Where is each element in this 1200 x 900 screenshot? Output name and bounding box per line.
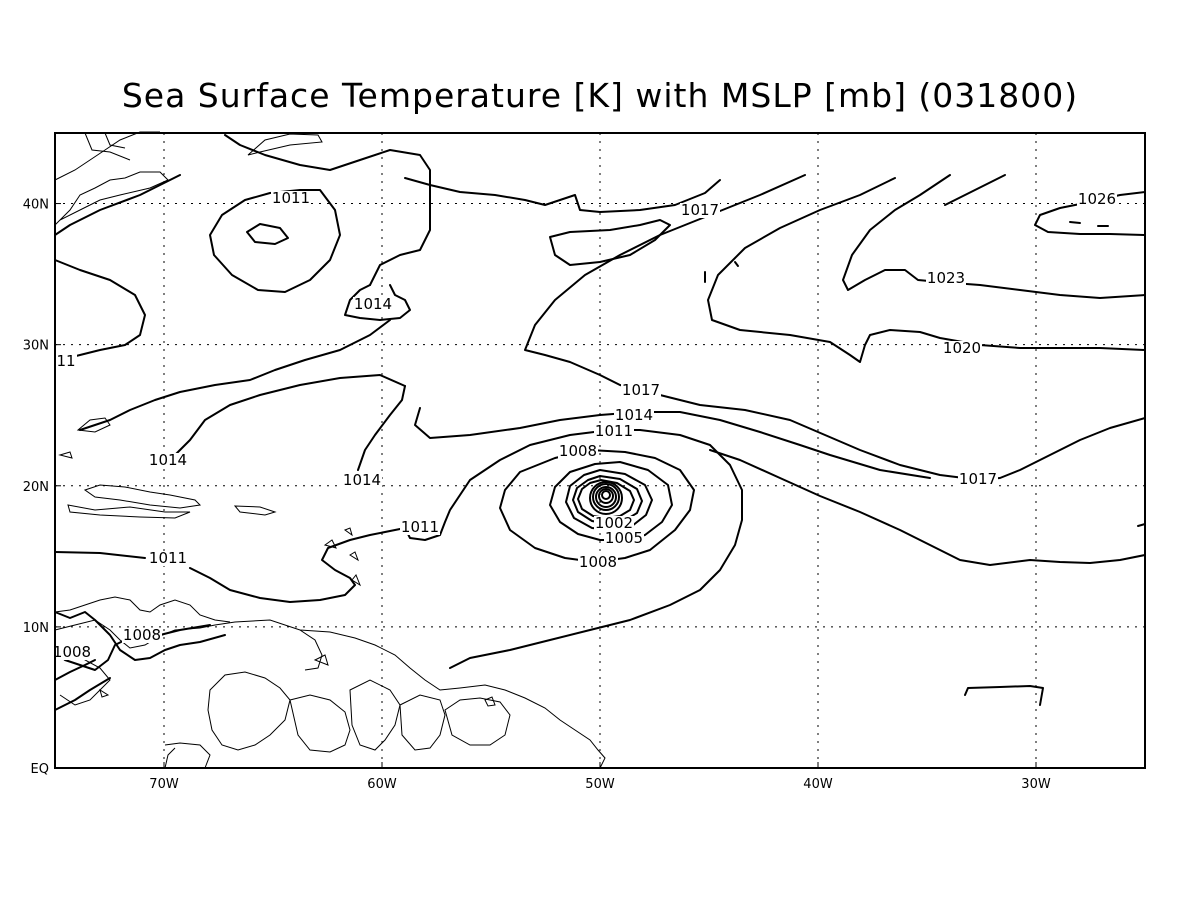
contour-label: 11 xyxy=(56,352,75,370)
mslp-contours xyxy=(54,134,1146,711)
contour-label-bg xyxy=(958,472,998,487)
contour-label-bg xyxy=(594,516,634,531)
contour-label-bg xyxy=(680,203,720,218)
y-tick-label: 40N xyxy=(23,198,49,213)
contour-label-bg xyxy=(148,551,188,566)
x-tick-label: 50W xyxy=(585,777,615,792)
contour-label: 1008 xyxy=(53,643,91,661)
x-tick-label: 60W xyxy=(367,777,397,792)
contour-label: 1023 xyxy=(927,269,965,287)
contour-label-bg xyxy=(926,271,966,286)
contour-label: 1026 xyxy=(1078,190,1116,208)
contour-label-bg xyxy=(400,520,440,535)
coastlines xyxy=(54,131,606,769)
contour-label-bg xyxy=(122,628,162,643)
contour-label: 1011 xyxy=(272,189,310,207)
contour-label-bg xyxy=(594,424,634,439)
x-tick-label: 70W xyxy=(149,777,179,792)
contour-label-bg xyxy=(604,531,644,546)
contour-label-bg xyxy=(55,354,77,369)
contour-label-bg xyxy=(558,444,598,459)
y-tick-label: 20N xyxy=(23,480,49,495)
contour-label: 1011 xyxy=(401,518,439,536)
x-axis: 70W 60W 50W 40W 30W xyxy=(149,762,1051,792)
contour-label-bg xyxy=(148,453,188,468)
contour-label: 1011 xyxy=(595,422,633,440)
contour-label-bg xyxy=(353,297,393,312)
contour-label-bg xyxy=(621,383,661,398)
contour-label: 1014 xyxy=(354,295,392,313)
contour-label-bg xyxy=(1077,192,1117,207)
x-tick-label: 30W xyxy=(1021,777,1051,792)
contour-label: 1005 xyxy=(605,529,643,547)
contour-label-bg xyxy=(52,645,92,660)
contour-label: 1014 xyxy=(149,451,187,469)
y-tick-label: 10N xyxy=(23,621,49,636)
contour-label: 1014 xyxy=(615,406,653,424)
contour-label-bg xyxy=(614,408,654,423)
contour-label: 1008 xyxy=(123,626,161,644)
contour-label-bg xyxy=(342,473,382,488)
contour-label-bg xyxy=(271,191,311,206)
contour-label: 1008 xyxy=(559,442,597,460)
contour-label: 1020 xyxy=(943,339,981,357)
contour-label: 1014 xyxy=(343,471,381,489)
contour-label: 1002 xyxy=(595,514,633,532)
contour-label-bg xyxy=(578,555,618,570)
y-tick-label: EQ xyxy=(31,762,49,777)
y-axis: EQ 10N 20N 30N 40N xyxy=(23,198,61,777)
chart-title: Sea Surface Temperature [K] with MSLP [m… xyxy=(121,76,1079,115)
x-tick-label: 40W xyxy=(803,777,833,792)
contour-label: 1017 xyxy=(681,201,719,219)
y-tick-label: 30N xyxy=(23,339,49,354)
contour-label: 1017 xyxy=(959,470,997,488)
contour-label: 1011 xyxy=(149,549,187,567)
contour-label: 1008 xyxy=(579,553,617,571)
contour-label-bg xyxy=(942,341,982,356)
contour-labels: 1011101710261014102310201110171014101110… xyxy=(52,189,1117,661)
contour-label: 1017 xyxy=(622,381,660,399)
